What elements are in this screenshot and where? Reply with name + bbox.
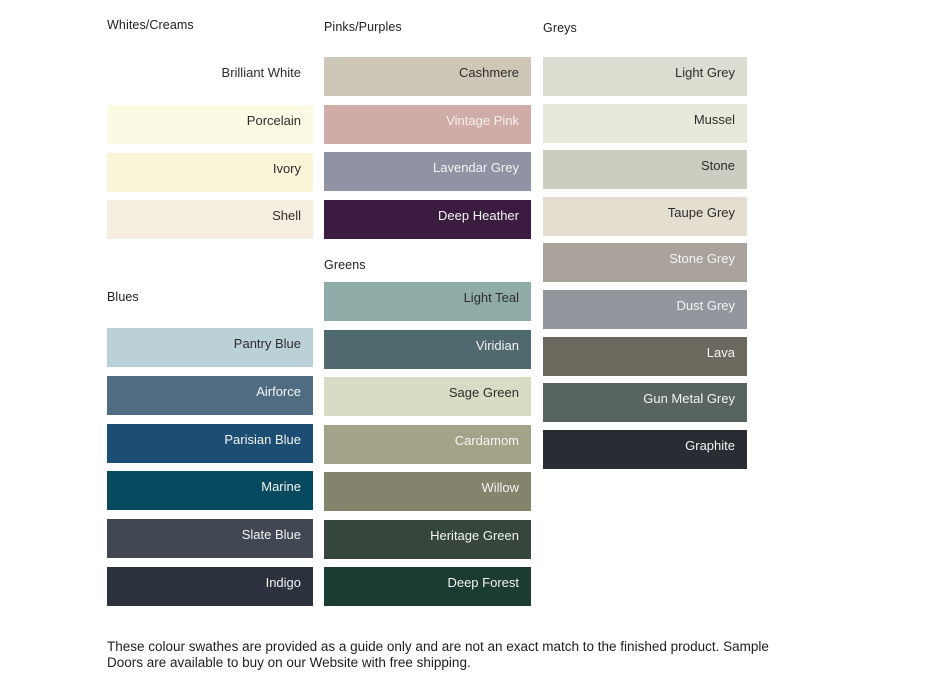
swatch-list: Light Teal Viridian Sage Green Cardamom …: [324, 282, 531, 606]
color-swatch: Stone: [543, 150, 747, 190]
color-section: Greys Light Grey Mussel Stone Taupe Grey…: [543, 21, 747, 469]
swatch-label: Cardamom: [454, 432, 519, 448]
color-swatch: Pantry Blue: [107, 328, 313, 367]
disclaimer-line-2: Doors are available to buy on our Websit…: [107, 654, 471, 670]
swatch-label: Stone Grey: [669, 251, 735, 267]
disclaimer-line-1: These colour swathes are provided as a g…: [107, 639, 769, 654]
color-swatch: Mussel: [543, 103, 747, 143]
color-swatch: Deep Heather: [324, 199, 531, 239]
color-swatch: Brilliant White: [107, 57, 313, 96]
color-swatch: Ivory: [107, 152, 313, 192]
swatch-label: Mussel: [693, 111, 735, 127]
color-swatch: Willow: [324, 472, 531, 511]
swatch-list: Brilliant White Porcelain Ivory Shell: [107, 57, 313, 240]
swatch-label: Graphite: [685, 437, 735, 453]
swatch-label: Lavendar Grey: [433, 160, 519, 175]
color-section: Pinks/Purples Cashmere Vintage Pink Lave…: [324, 20, 531, 239]
swatch-label: Dust Grey: [676, 297, 735, 313]
color-swatch: Stone Grey: [543, 243, 747, 283]
swatch-label: Sage Green: [448, 385, 519, 400]
color-swatch: Indigo: [107, 566, 313, 606]
section-title: Blues: [107, 290, 139, 304]
color-swatch: Gun Metal Grey: [543, 383, 747, 423]
swatch-list: Cashmere Vintage Pink Lavendar Grey Deep…: [324, 57, 531, 239]
swatch-label: Light Grey: [675, 65, 735, 80]
color-swatch: Viridian: [324, 329, 531, 369]
color-swatch: Vintage Pink: [324, 104, 531, 144]
color-swatch: Shell: [107, 200, 313, 240]
color-section: Greens Light Teal Viridian Sage Green Ca…: [324, 258, 531, 606]
swatch-label: Vintage Pink: [446, 112, 519, 128]
swatch-label: Heritage Green: [430, 527, 519, 543]
color-swatch: Graphite: [543, 429, 747, 469]
swatch-label: Brilliant White: [221, 65, 301, 80]
swatch-label: Gun Metal Grey: [643, 391, 735, 407]
color-swatch: Lavendar Grey: [324, 152, 531, 191]
swatch-label: Deep Heather: [438, 207, 519, 223]
color-swatch: Light Teal: [324, 282, 531, 321]
color-swatch: Light Grey: [543, 57, 747, 96]
color-swatch: Slate Blue: [107, 519, 313, 559]
section-title: Greys: [543, 21, 577, 35]
color-swatch: Marine: [107, 471, 313, 511]
swatch-label: Viridian: [475, 337, 519, 353]
disclaimer-text: These colour swathes are provided as a g…: [107, 639, 807, 670]
swatch-label: Marine: [261, 479, 301, 495]
swatch-label: Light Teal: [463, 290, 519, 305]
color-swatch: Airforce: [107, 375, 313, 415]
section-title: Greens: [324, 258, 366, 272]
swatch-label: Porcelain: [246, 112, 301, 128]
color-swatch: Lava: [543, 336, 747, 376]
swatch-label: Indigo: [265, 574, 301, 590]
swatch-list: Light Grey Mussel Stone Taupe Grey Stone…: [543, 57, 747, 469]
swatch-label: Lava: [706, 344, 735, 360]
color-swatch: Deep Forest: [324, 567, 531, 606]
color-swatch: Taupe Grey: [543, 196, 747, 236]
color-swatch: Sage Green: [324, 377, 531, 416]
color-swatch: Porcelain: [107, 104, 313, 144]
swatch-label: Stone: [701, 158, 735, 174]
swatch-label: Taupe Grey: [667, 204, 735, 220]
color-swatch: Cardamom: [324, 424, 531, 464]
color-section: Blues Pantry Blue Airforce Parisian Blue…: [107, 290, 313, 606]
swatch-label: Shell: [272, 208, 301, 224]
swatch-label: Airforce: [256, 383, 301, 399]
swatch-label: Pantry Blue: [233, 336, 301, 351]
section-title: Pinks/Purples: [324, 20, 402, 34]
swatch-label: Ivory: [272, 160, 301, 176]
swatch-label: Cashmere: [459, 65, 519, 80]
section-title: Whites/Creams: [107, 18, 194, 32]
swatch-label: Parisian Blue: [224, 431, 301, 447]
swatch-list: Pantry Blue Airforce Parisian Blue Marin…: [107, 328, 313, 606]
color-swatch: Dust Grey: [543, 289, 747, 329]
color-swatch: Cashmere: [324, 57, 531, 96]
swatch-label: Slate Blue: [241, 527, 301, 543]
swatch-label: Willow: [481, 480, 519, 495]
color-section: Whites/Creams Brilliant White Porcelain …: [107, 18, 313, 240]
swatch-label: Deep Forest: [447, 575, 519, 590]
color-swatch: Parisian Blue: [107, 423, 313, 463]
color-swatch: Heritage Green: [324, 519, 531, 559]
